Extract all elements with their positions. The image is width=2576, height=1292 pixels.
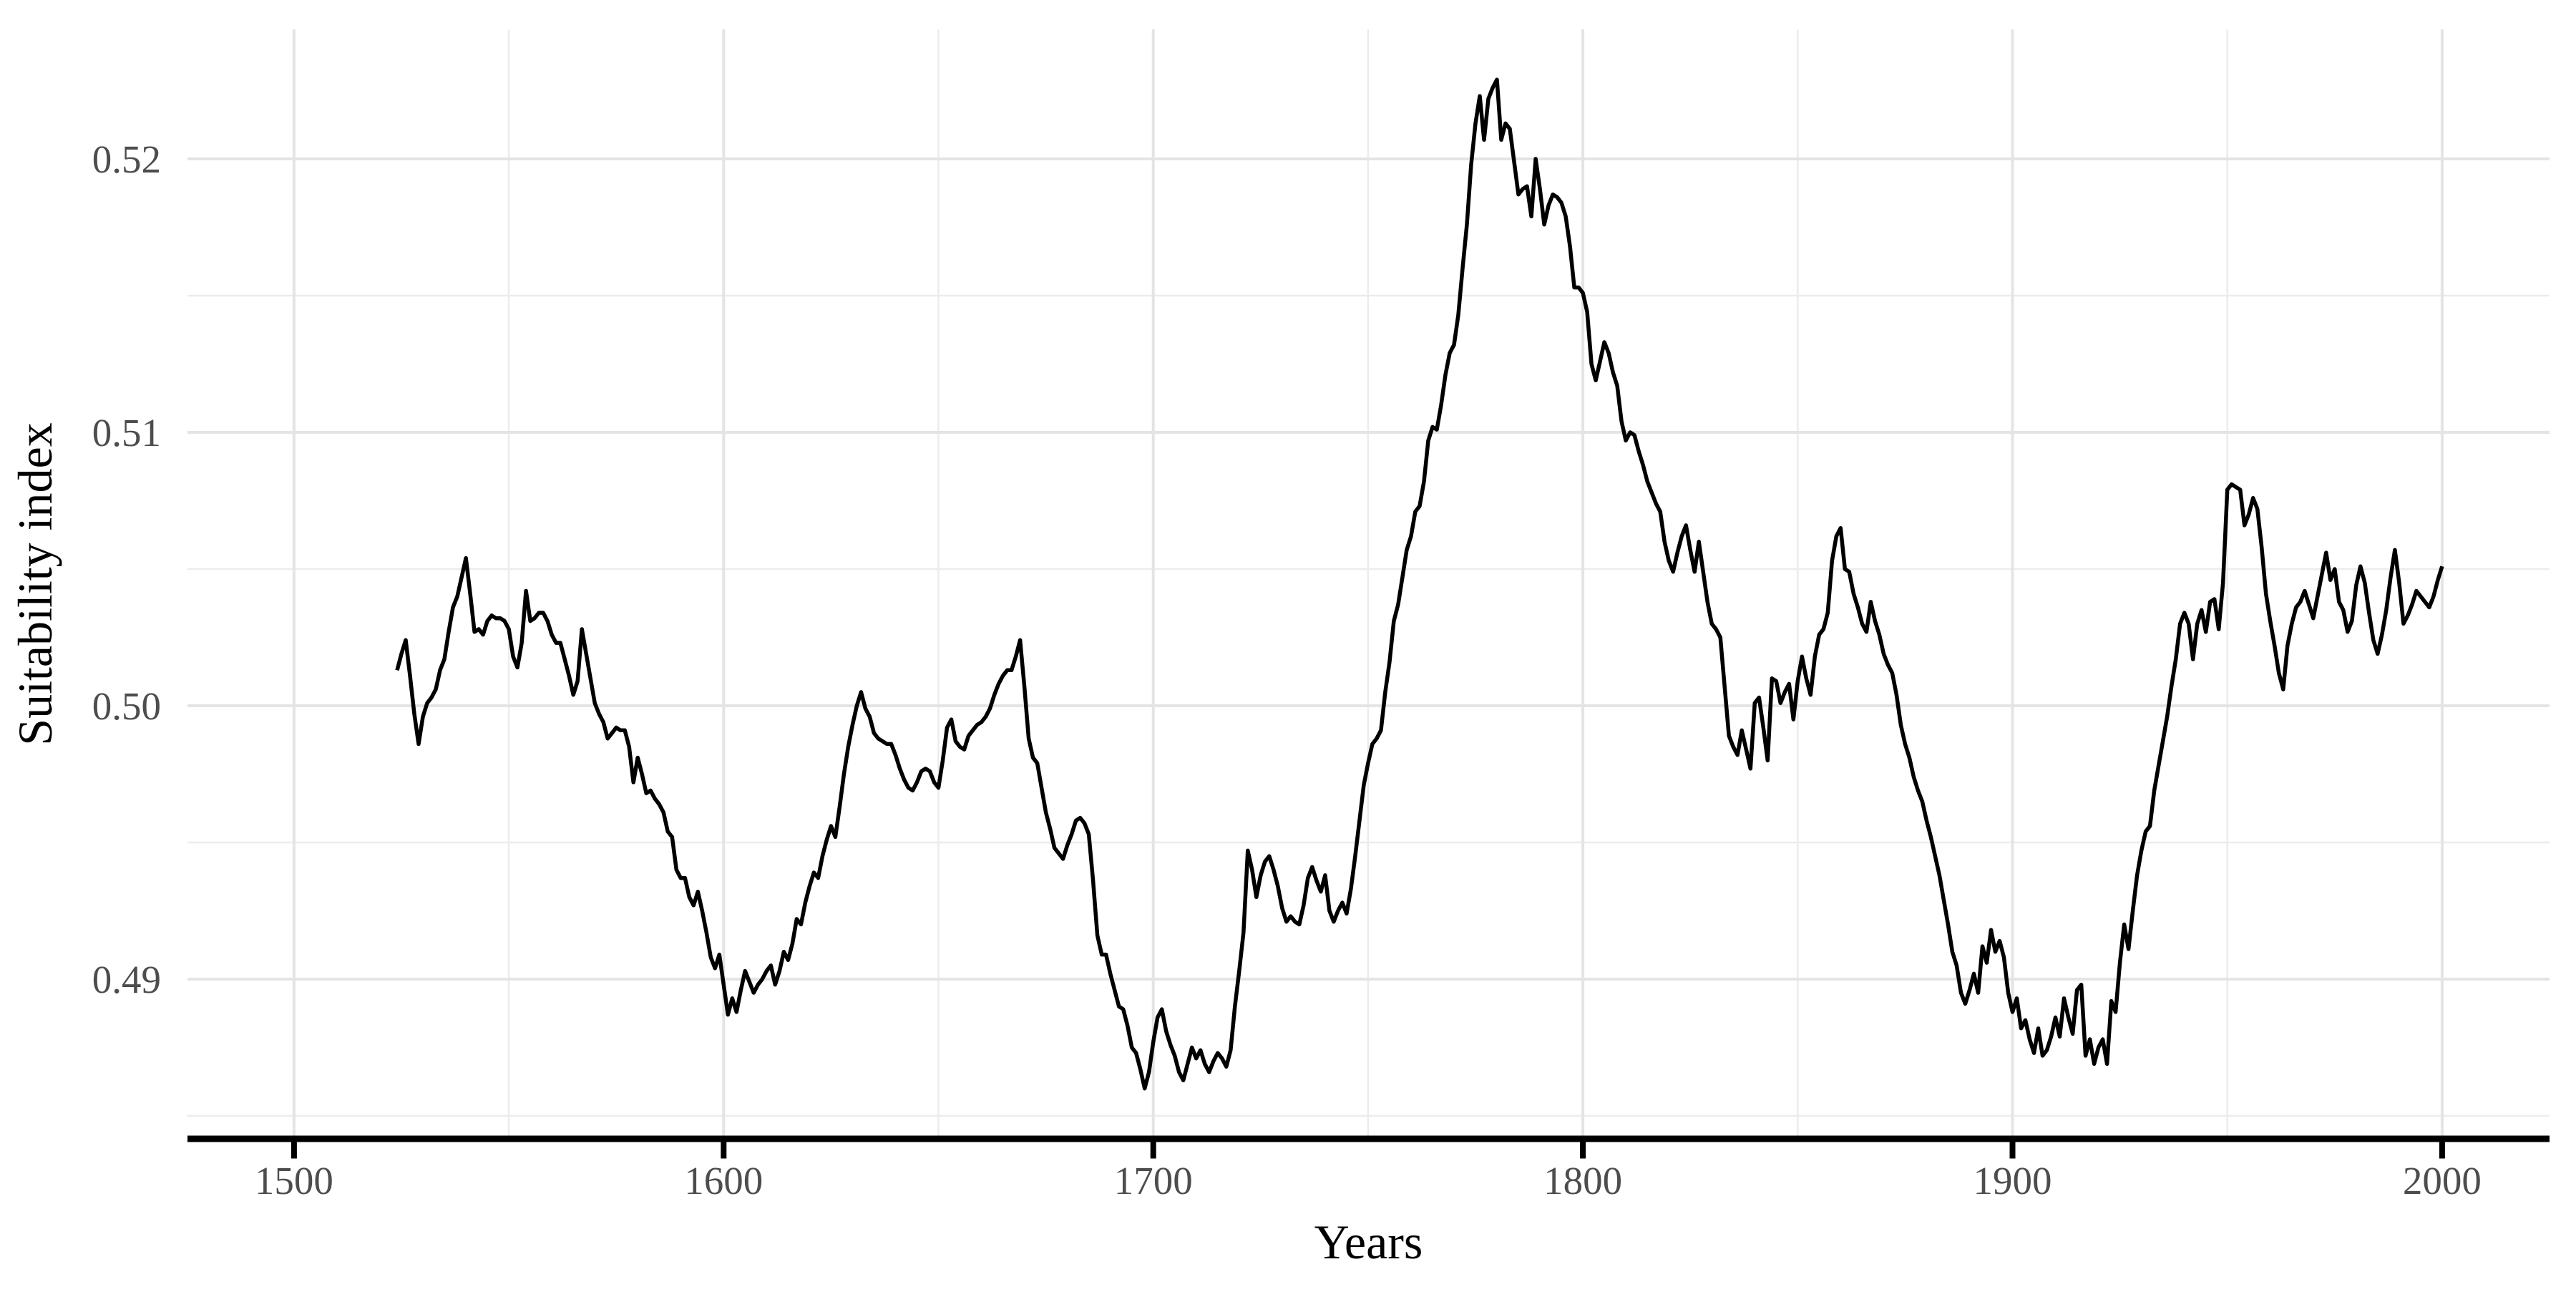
y-tick-label-0.50: 0.50	[92, 684, 161, 728]
y-tick-label-0.51: 0.51	[92, 411, 161, 455]
major-gridlines	[187, 29, 2550, 1139]
minor-gridlines	[187, 29, 2550, 1139]
y-tick-labels: 0.49 0.50 0.51 0.52	[92, 137, 161, 1001]
x-tick-label-1800: 1800	[1543, 1159, 1622, 1203]
series-line-suitability-index	[395, 77, 2444, 1091]
x-tick-labels: 1500 1600 1700 1800 1900 2000	[255, 1159, 2482, 1203]
x-tick-label-1600: 1600	[684, 1159, 763, 1203]
x-axis	[187, 1135, 2550, 1159]
y-tick-label-0.52: 0.52	[92, 137, 161, 181]
series-group	[395, 77, 2444, 1091]
x-tick-label-1900: 1900	[1973, 1159, 2051, 1203]
y-tick-label-0.49: 0.49	[92, 958, 161, 1001]
x-tick-label-1500: 1500	[255, 1159, 333, 1203]
x-tick-label-2000: 2000	[2403, 1159, 2482, 1203]
y-axis-title: Suitability index	[8, 422, 62, 745]
x-tick-label-1700: 1700	[1114, 1159, 1193, 1203]
x-axis-title: Years	[1314, 1215, 1423, 1269]
